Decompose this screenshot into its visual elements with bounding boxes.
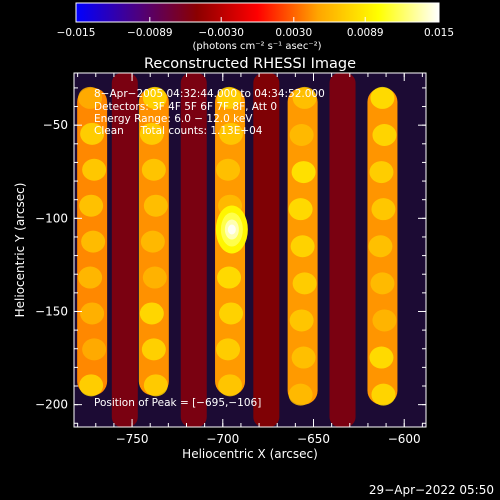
chart-title: Reconstructed RHESSI Image [144, 56, 356, 72]
x-axis-label: Heliocentric X (arcsec) [182, 447, 318, 461]
band-blob [219, 302, 244, 325]
band-blob [217, 266, 242, 289]
band-blob [79, 194, 104, 217]
colorbar-units: (photons cm⁻² s⁻¹ asec⁻²) [192, 41, 321, 52]
bright-band [287, 86, 318, 406]
band-blob [290, 235, 315, 258]
band-blob [369, 346, 394, 369]
x-axis-ticks: −750 −700 −650 −600 [77, 73, 423, 446]
dark-band [111, 73, 138, 427]
band-blob [81, 230, 106, 253]
band-blob [371, 198, 396, 221]
band-blob [142, 86, 167, 109]
band-blob [291, 346, 316, 369]
heatmap-layer [77, 73, 398, 427]
band-blob [140, 230, 165, 253]
colorbar-tick-label: 0.0089 [347, 27, 384, 39]
y-tick-label: −200 [35, 398, 68, 412]
colorbar: −0.015 −0.0089 −0.0030 0.0030 0.0089 0.015 (p… [57, 2, 454, 52]
colorbar-swatch [76, 3, 439, 22]
band-blob [370, 272, 395, 295]
peak-source [227, 224, 236, 235]
band-blob [292, 86, 317, 109]
colorbar-tick-label: −0.0089 [127, 27, 173, 39]
dark-band [329, 73, 356, 427]
band-blob [78, 266, 103, 289]
bright-band [77, 86, 108, 397]
annotation-detectors: Detectors: 3F 4F 5F 6F 7F 8F, Att 0 [94, 101, 277, 113]
y-tick-label: −100 [35, 211, 68, 225]
annotation-energy: Energy Range: 6.0 − 12.0 keV [94, 113, 253, 125]
dark-band [253, 73, 280, 427]
y-tick-label: −50 [43, 118, 68, 132]
dark-band [180, 73, 207, 427]
band-blob [288, 383, 313, 406]
colorbar-ticks: −0.015 −0.0089 −0.0030 0.0030 0.0089 0.015 [57, 17, 454, 39]
x-tick-label: −750 [116, 432, 149, 446]
band-blob [78, 86, 103, 109]
band-blob [216, 338, 241, 361]
y-axis-ticks: −50 −100 −150 −200 [35, 87, 426, 424]
band-blob [289, 123, 314, 146]
y-axis-label: Heliocentric Y (arcsec) [13, 183, 27, 318]
colorbar-tick-label: −0.0030 [198, 27, 244, 39]
band-blob [368, 235, 393, 258]
band-blob [371, 383, 396, 406]
band-blob [288, 198, 313, 221]
band-blob [291, 161, 316, 184]
image-annotations: 8−Apr−2005 04:32:44.000 to 04:34:52.000 … [94, 88, 325, 409]
band-blob [369, 161, 394, 184]
band-blob [372, 123, 397, 146]
band-blob [80, 302, 105, 325]
band-blob [139, 302, 164, 325]
x-tick-label: −700 [206, 432, 239, 446]
band-blob [139, 122, 164, 145]
colorbar-tick-label: −0.015 [57, 27, 96, 39]
y-tick-label: −150 [35, 304, 68, 318]
timestamp: 29−Apr−2022 05:50 [369, 483, 494, 497]
band-blob [218, 374, 243, 397]
band-blob [289, 309, 314, 332]
colorbar-tick-label: 0.015 [424, 27, 454, 39]
heatmap-image [74, 73, 426, 427]
band-blob [372, 309, 397, 332]
bright-band [138, 86, 169, 397]
x-tick-label: −650 [297, 432, 330, 446]
band-blob [292, 272, 317, 295]
plot-frame [73, 72, 427, 428]
colorbar-tick-label: 0.0030 [275, 27, 312, 39]
annotation-time-range: 8−Apr−2005 04:32:44.000 to 04:34:52.000 [94, 88, 325, 100]
band-blob [143, 374, 168, 397]
band-blob [142, 266, 167, 289]
band-blob [219, 122, 244, 145]
band-blob [216, 158, 241, 181]
band-blob [82, 338, 107, 361]
band-blob [370, 86, 395, 109]
band-blob [217, 86, 242, 109]
colorbar-frame [75, 2, 440, 23]
band-blob [79, 374, 104, 397]
band-blob [141, 158, 166, 181]
x-tick-label: −600 [388, 432, 421, 446]
band-blob [141, 338, 166, 361]
bright-band [367, 86, 398, 406]
annotation-clean-counts: Clean Total counts: 1.13E+04 [94, 125, 263, 137]
band-blob [82, 158, 107, 181]
band-blob [143, 194, 168, 217]
colorbar-units-text: (photons cm⁻² s⁻¹ asec⁻²) [192, 41, 321, 52]
band-blob [80, 122, 105, 145]
annotation-peak-position: Position of Peak = [−695,−106] [94, 397, 261, 409]
